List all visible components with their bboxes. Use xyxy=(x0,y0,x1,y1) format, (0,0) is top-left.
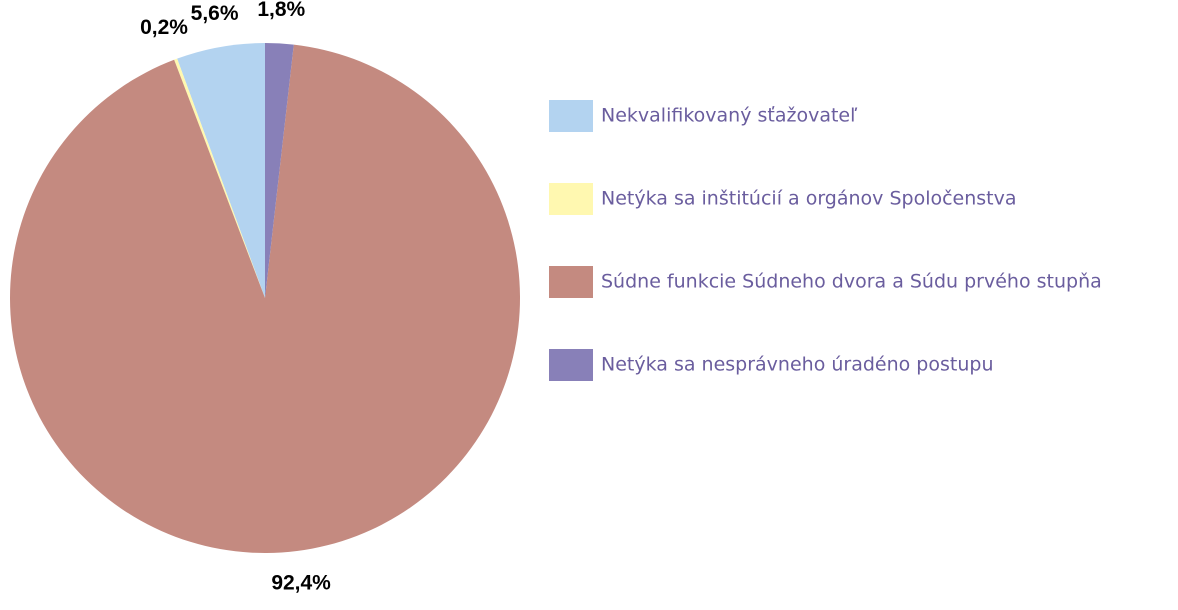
value-label: 0,2% xyxy=(140,16,188,39)
value-label: 92,4% xyxy=(271,571,331,594)
legend-label: Súdne funkcie Súdneho dvora a Súdu prvéh… xyxy=(601,271,1102,293)
value-label: 1,8% xyxy=(257,0,305,21)
legend-label: Netýka sa nesprávneho úradéno postupu xyxy=(601,354,994,376)
legend-swatch xyxy=(549,183,593,215)
legend-swatch xyxy=(549,266,593,298)
pie-slice xyxy=(265,43,294,298)
legend-label: Nekvalifikovaný sťažovateľ xyxy=(601,105,858,127)
value-label: 5,6% xyxy=(191,2,239,25)
pie-slice xyxy=(177,43,265,298)
legend-swatch xyxy=(549,349,593,381)
pie-slice xyxy=(10,44,520,553)
pie-slice xyxy=(174,58,265,299)
legend-swatch xyxy=(549,100,593,132)
legend-label: Netýka sa inštitúcií a orgánov Spoločens… xyxy=(601,188,1017,210)
